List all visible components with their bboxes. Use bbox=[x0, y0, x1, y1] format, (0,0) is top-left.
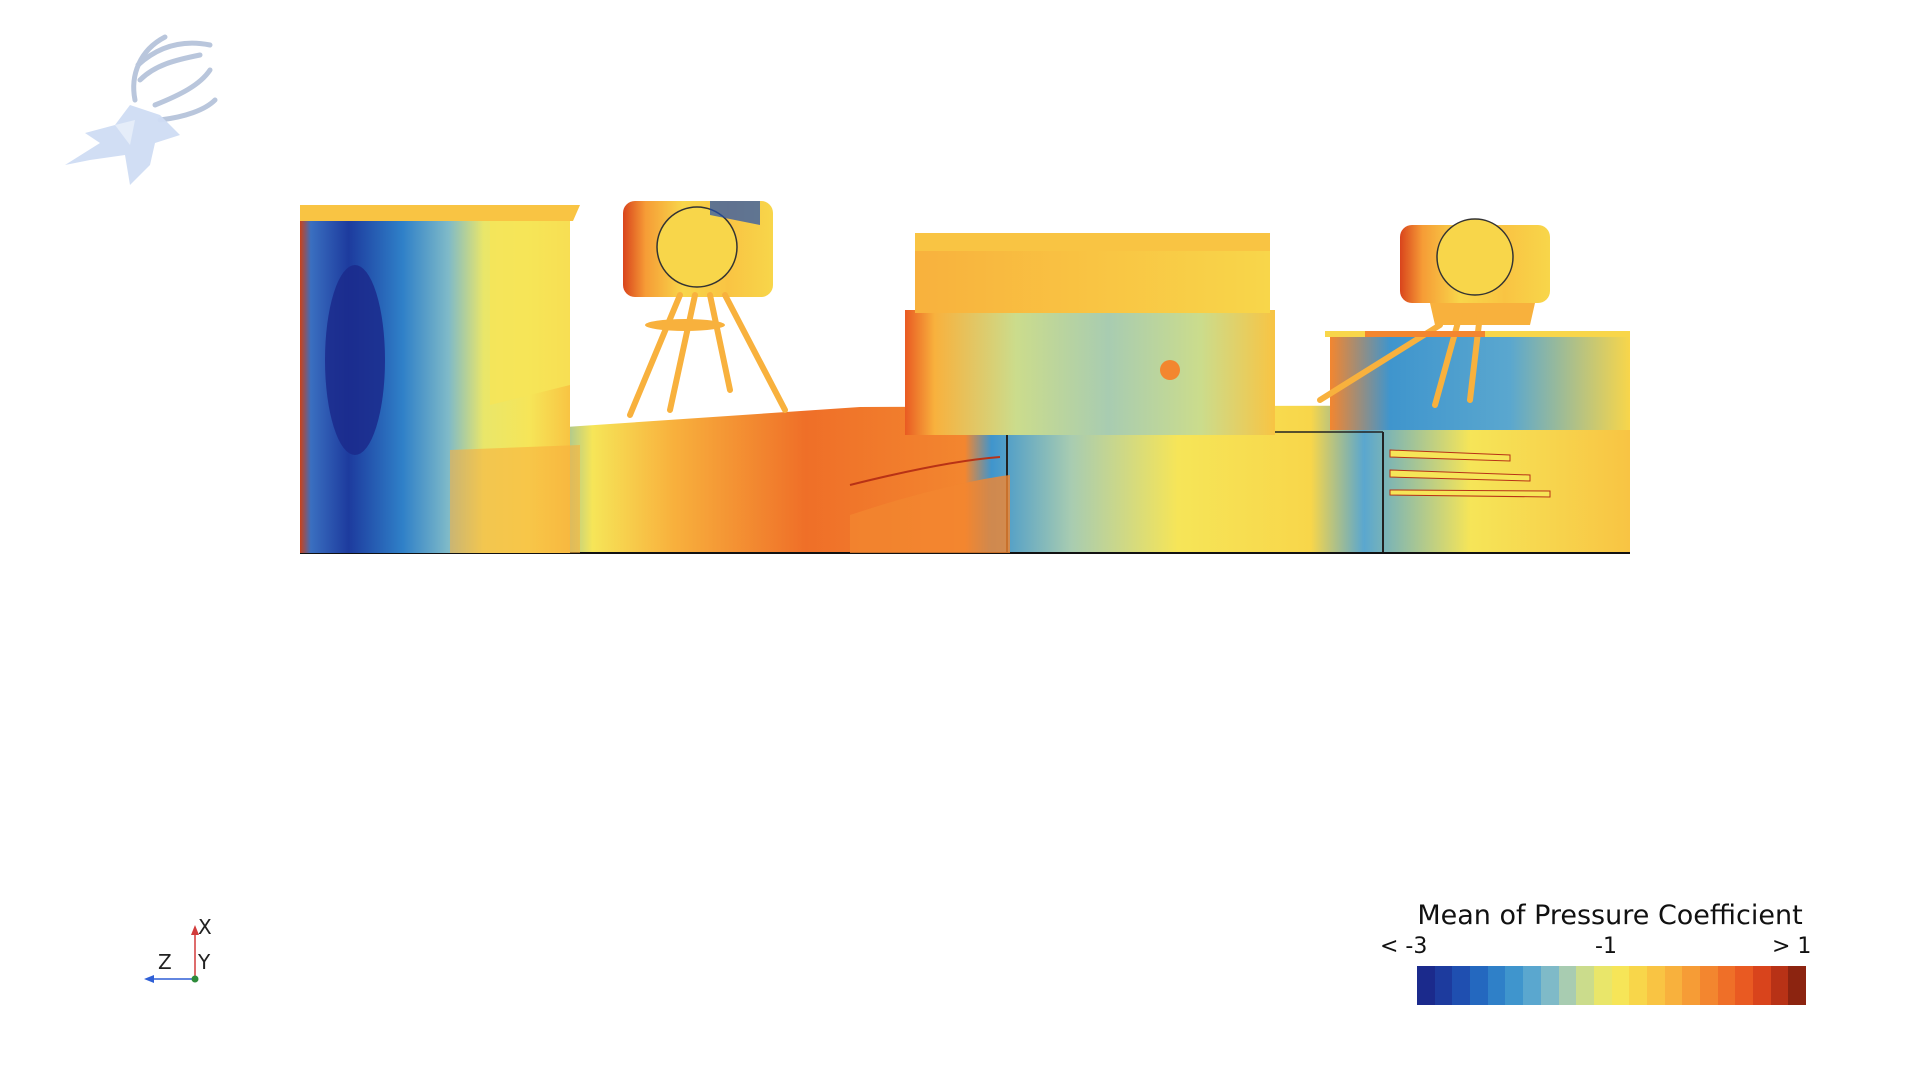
color-legend: Mean of Pressure Coefficient < -3 -1 > 1 bbox=[1380, 900, 1840, 1010]
colorbar-swatch bbox=[1434, 966, 1453, 1005]
colorbar-swatch bbox=[1788, 966, 1807, 1005]
colorbar-swatch bbox=[1629, 966, 1647, 1005]
axis-x-label: X bbox=[198, 915, 212, 939]
colorbar-swatch bbox=[1523, 966, 1541, 1005]
colorbar-swatch bbox=[1487, 966, 1506, 1005]
pressure-field-rendering bbox=[300, 201, 1630, 554]
colorbar-swatch bbox=[1753, 966, 1771, 1005]
axis-y-label: Y bbox=[198, 950, 211, 974]
colorbar-swatch bbox=[1576, 966, 1594, 1005]
orientation-triad: X Z Y bbox=[140, 915, 230, 995]
stag-logo-icon bbox=[65, 34, 218, 185]
colorbar-swatch bbox=[1417, 966, 1435, 1005]
axis-z-label: Z bbox=[158, 950, 172, 974]
colorbar-swatch bbox=[1505, 966, 1524, 1005]
colorbar-swatch bbox=[1664, 966, 1683, 1005]
colorbar-swatch bbox=[1452, 966, 1471, 1005]
legend-min-label: < -3 bbox=[1380, 934, 1428, 959]
legend-mid-label: -1 bbox=[1595, 934, 1617, 959]
triad-arrows-icon bbox=[144, 925, 199, 983]
colorbar-swatch bbox=[1593, 966, 1612, 1005]
colorbar-swatch bbox=[1717, 966, 1736, 1005]
colorbar-swatch bbox=[1646, 966, 1665, 1005]
colorbar-swatch bbox=[1540, 966, 1559, 1005]
colorbar-swatch bbox=[1470, 966, 1488, 1005]
legend-max-label: > 1 bbox=[1772, 934, 1812, 959]
colorbar-swatch bbox=[1611, 966, 1630, 1005]
legend-title: Mean of Pressure Coefficient bbox=[1417, 900, 1803, 931]
colorbar-swatch bbox=[1735, 966, 1754, 1005]
colorbar bbox=[1417, 966, 1807, 1005]
colorbar-swatch bbox=[1682, 966, 1700, 1005]
colorbar-swatch bbox=[1558, 966, 1577, 1005]
colorbar-swatch bbox=[1700, 966, 1718, 1005]
colorbar-swatch bbox=[1770, 966, 1789, 1005]
